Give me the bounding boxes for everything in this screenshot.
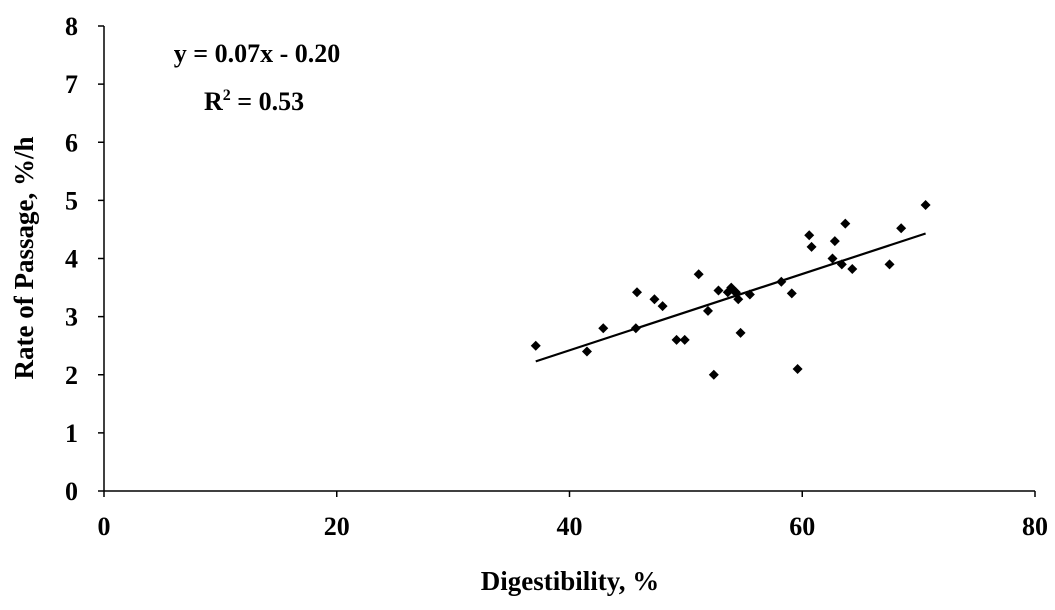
- x-tick-label: 0: [98, 512, 111, 541]
- x-axis-label: Digestibility, %: [481, 566, 660, 596]
- data-point: [649, 294, 660, 305]
- data-point: [693, 269, 704, 280]
- data-point: [896, 223, 907, 234]
- data-point: [679, 334, 690, 345]
- x-tick-label: 20: [324, 512, 350, 541]
- data-point: [829, 236, 840, 247]
- axes: [98, 25, 1036, 497]
- data-point: [702, 305, 713, 316]
- data-point: [786, 288, 797, 299]
- data-point: [920, 200, 931, 211]
- data-point: [804, 230, 815, 241]
- data-point: [598, 323, 609, 334]
- data-point: [827, 253, 838, 264]
- y-tick-label: 6: [65, 128, 78, 157]
- data-point: [744, 289, 755, 300]
- data-point: [840, 218, 851, 229]
- data-point: [735, 327, 746, 338]
- data-point: [631, 287, 642, 298]
- y-tick-label: 2: [65, 361, 78, 390]
- data-point: [581, 346, 592, 357]
- y-axis-label: Rate of Passage, %/h: [9, 137, 39, 380]
- data-point: [792, 363, 803, 374]
- y-tick-label: 8: [65, 12, 78, 41]
- data-points: [530, 200, 931, 380]
- r-squared-annotation: R2 = 0.53: [204, 87, 304, 116]
- y-tick-label: 0: [65, 477, 78, 506]
- data-point: [884, 259, 895, 270]
- data-point: [657, 301, 668, 312]
- y-tick-label: 5: [65, 186, 78, 215]
- data-point: [806, 241, 817, 252]
- x-tick-label: 80: [1022, 512, 1048, 541]
- y-tick-label: 3: [65, 303, 78, 332]
- y-tick-label: 1: [65, 419, 78, 448]
- trendline-layer: [535, 232, 926, 363]
- y-tick-label: 7: [65, 70, 78, 99]
- data-point: [733, 294, 744, 305]
- data-point: [836, 259, 847, 270]
- r-squared-superscript: 2: [223, 87, 231, 104]
- data-point: [708, 369, 719, 380]
- data-point: [713, 285, 724, 296]
- data-point: [630, 323, 641, 334]
- r-squared-label: R: [204, 87, 223, 116]
- r-squared-value: = 0.53: [231, 87, 304, 116]
- data-point: [776, 276, 787, 287]
- data-point: [671, 334, 682, 345]
- trendline: [535, 232, 926, 363]
- y-tick-label: 4: [65, 245, 78, 274]
- data-point: [530, 340, 541, 351]
- trendline-equation: y = 0.07x - 0.20: [174, 39, 340, 68]
- data-point: [847, 263, 858, 274]
- x-tick-label: 60: [789, 512, 815, 541]
- x-tick-label: 40: [557, 512, 583, 541]
